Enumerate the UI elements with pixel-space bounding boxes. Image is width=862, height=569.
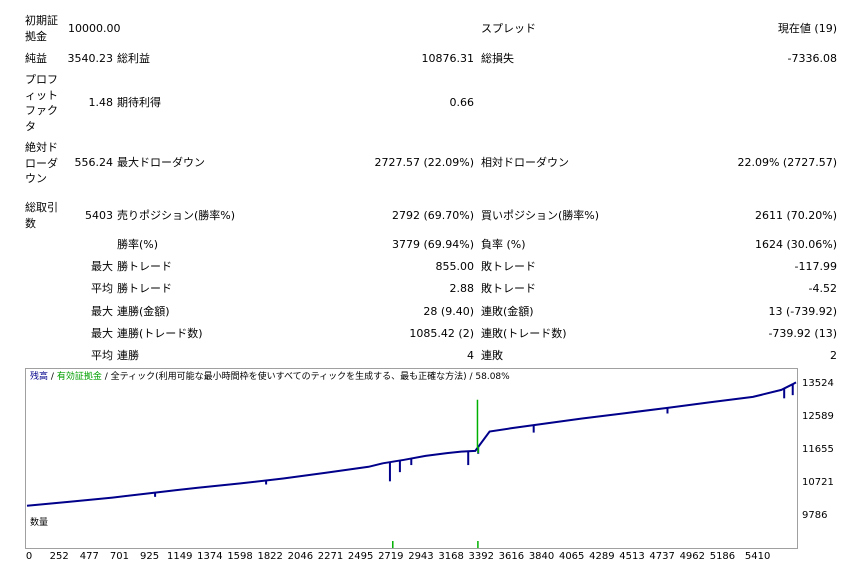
x-tick-label: 477 <box>79 551 99 562</box>
value-avg-consec-wins: 4 <box>467 349 474 362</box>
x-tick-label: 1149 <box>167 551 193 562</box>
prefix-largest: 最大 <box>91 260 113 273</box>
label-max-consec-losses: 連敗(金額) <box>481 305 534 318</box>
chart-legend: 残高 / 有効証拠金 / 全ティック(利用可能な最小時間枠を使いすべてのティック… <box>30 372 510 383</box>
value-net-profit: 3540.23 <box>67 52 114 65</box>
legend-separator: / <box>50 372 54 382</box>
value-loss-rate: 1624 (30.06%) <box>754 238 837 251</box>
value-win-rate: 3779 (69.94%) <box>391 238 474 251</box>
y-tick-label: 10721 <box>802 476 834 488</box>
x-tick-label: 1374 <box>197 551 223 562</box>
value-average-loss: -4.52 <box>808 282 837 295</box>
label-avg-consec-wins: 連勝 <box>117 349 139 362</box>
x-tick-label: 3616 <box>498 551 525 562</box>
x-tick-label: 5410 <box>744 551 771 562</box>
x-tick-label: 701 <box>109 551 129 562</box>
value-largest-profit: 855.00 <box>435 260 475 273</box>
value-max-consec-profit: 1085.42 (2) <box>409 327 474 340</box>
x-tick-label: 0 <box>25 551 33 562</box>
balance-line <box>26 381 797 507</box>
label-max-drawdown: 最大ドローダウン <box>117 156 205 169</box>
legend-separator: / <box>104 372 108 382</box>
label-max-consec-loss: 連敗(トレード数) <box>481 327 567 340</box>
x-tick-label: 925 <box>140 551 160 562</box>
value-max-consec-losses: 13 (-739.92) <box>768 305 837 318</box>
x-tick-label: 1822 <box>257 551 283 562</box>
label-spread: スプレッド <box>481 22 536 35</box>
label-average-loss: 敗トレード <box>481 282 536 295</box>
x-tick-label: 2495 <box>347 551 374 562</box>
label-avg-consec-losses: 連敗 <box>481 349 503 362</box>
legend-separator: / <box>469 372 473 382</box>
y-tick-label: 12589 <box>802 411 834 423</box>
label-long-positions: 買いポジション(勝率%) <box>481 209 600 222</box>
label-initial-deposit: 初期証拠金 <box>25 14 58 43</box>
label-abs-drawdown: 絶対ドローダウン <box>25 141 58 185</box>
label-short-positions: 売りポジション(勝率%) <box>117 209 236 222</box>
x-tick-label: 3392 <box>468 551 494 562</box>
x-tick-label: 4513 <box>619 551 645 562</box>
legend-quality: 58.08% <box>475 372 510 382</box>
value-long-positions: 2611 (70.20%) <box>754 209 837 222</box>
value-largest-loss: -117.99 <box>794 260 837 273</box>
value-avg-consec-losses: 2 <box>830 349 837 362</box>
label-max-consec-wins: 連勝(金額) <box>117 305 170 318</box>
y-tick-label: 9786 <box>802 510 828 521</box>
y-tick-label: 11655 <box>802 444 834 455</box>
x-tick-label: 2046 <box>287 551 314 562</box>
x-tick-label: 1598 <box>227 551 253 562</box>
prefix-max-consec-count: 最大 <box>91 327 113 340</box>
value-gross-loss: -7336.08 <box>787 52 837 65</box>
label-win-rate: 勝率(%) <box>117 238 159 251</box>
x-tick-label: 5186 <box>709 551 736 562</box>
volume-label: 数量 <box>30 518 49 528</box>
balance-chart: 残高 / 有効証拠金 / 全ティック(利用可能な最小時間枠を使いすべてのティック… <box>25 368 798 517</box>
x-tick-label: 4962 <box>679 551 706 562</box>
prefix-max-consec: 最大 <box>91 305 113 318</box>
label-largest-loss: 敗トレード <box>481 260 536 273</box>
value-max-drawdown: 2727.57 (22.09%) <box>374 156 474 169</box>
x-tick-label: 3168 <box>438 551 464 562</box>
value-profit-factor: 1.48 <box>88 96 114 109</box>
value-total-trades: 5403 <box>85 209 113 222</box>
label-largest-profit: 勝トレード <box>117 260 172 273</box>
label-loss-rate: 負率 (%) <box>481 238 526 251</box>
label-gross-loss: 総損失 <box>481 52 514 65</box>
label-average-profit: 勝トレード <box>117 282 172 295</box>
balance-plot <box>26 381 797 507</box>
value-average-profit: 2.88 <box>449 282 475 295</box>
x-tick-label: 2943 <box>408 551 434 562</box>
y-tick-label: 13524 <box>802 378 834 389</box>
volume-plot <box>392 541 479 548</box>
volume-chart: 数量 <box>25 515 798 549</box>
value-max-consec-wins: 28 (9.40) <box>423 305 474 318</box>
label-max-consec-profit: 連勝(トレード数) <box>117 327 203 340</box>
label-profit-factor: プロフィットファクタ <box>25 73 58 133</box>
x-tick-label: 3840 <box>528 551 555 562</box>
prefix-average-consec: 平均 <box>91 349 113 362</box>
value-short-positions: 2792 (69.70%) <box>391 209 474 222</box>
prefix-average: 平均 <box>91 282 113 295</box>
value-gross-profit: 10876.31 <box>421 52 475 65</box>
x-tick-label: 2271 <box>317 551 344 562</box>
x-tick-label: 4737 <box>649 551 675 562</box>
legend-balance: 残高 <box>30 372 49 382</box>
value-expected-payoff: 0.66 <box>449 96 475 109</box>
label-rel-drawdown: 相対ドローダウン <box>481 156 569 169</box>
legend-model: 全ティック(利用可能な最小時間枠を使いすべてのティックを生成する、最も正確な方法… <box>110 372 467 382</box>
x-tick-label: 2719 <box>378 551 404 562</box>
label-expected-payoff: 期待利得 <box>117 96 161 109</box>
value-rel-drawdown: 22.09% (2727.57) <box>737 156 837 169</box>
legend-equity: 有効証拠金 <box>56 372 102 382</box>
x-tick-label: 4065 <box>558 551 585 562</box>
value-initial-deposit: 10000.00 <box>68 22 121 35</box>
value-max-consec-loss: -739.92 (13) <box>768 327 837 340</box>
x-tick-label: 252 <box>49 551 69 562</box>
x-tick-label: 4289 <box>589 551 615 562</box>
value-spread: 現在値 (19) <box>777 22 837 35</box>
label-gross-profit: 総利益 <box>117 52 150 65</box>
label-net-profit: 純益 <box>25 52 47 65</box>
label-total-trades: 総取引数 <box>25 201 58 230</box>
value-abs-drawdown: 556.24 <box>74 156 114 169</box>
